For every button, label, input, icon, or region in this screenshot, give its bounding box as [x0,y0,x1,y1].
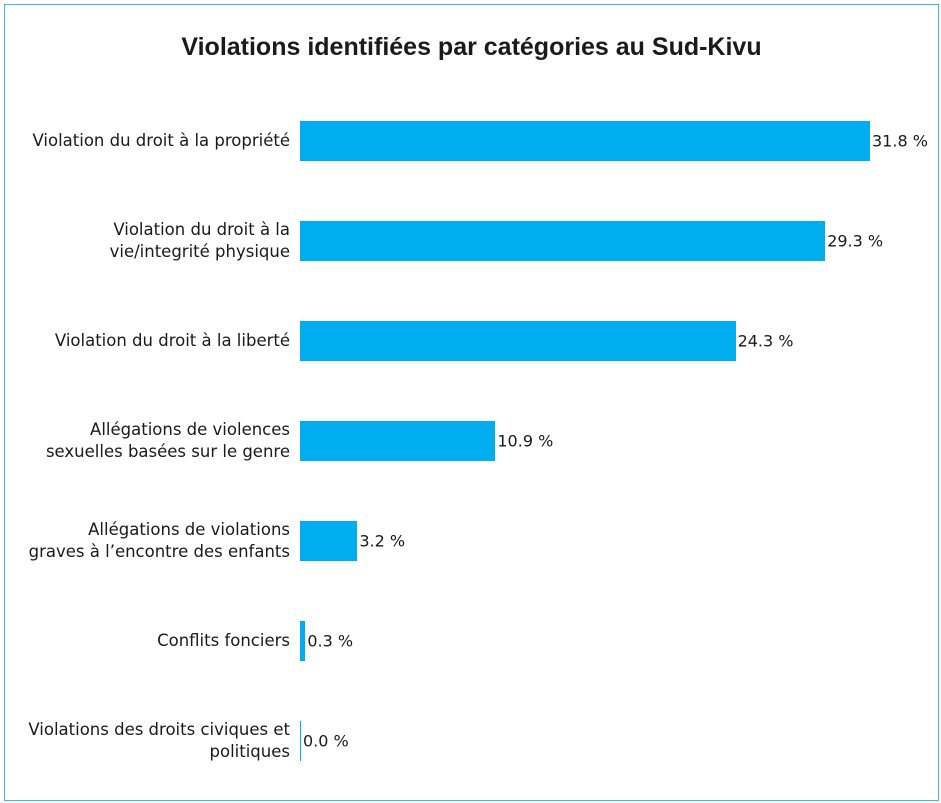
value-label: 10.9 % [497,431,554,451]
chart-title: Violations identifiées par catégories au… [181,33,762,61]
chart: Violations identifiées par catégories au… [4,4,939,801]
category-label: Violation du droit à la propriété [32,131,290,150]
category-label: Allégations de violences sexuelles basée… [45,420,290,461]
category-label: Violations des droits civiques et politi… [28,720,290,761]
category-label: Allégations de violations graves à l’enc… [28,520,290,561]
bar [300,321,736,361]
category-label: Violation du droit à la vie/integrité ph… [109,220,290,261]
value-label: 24.3 % [737,331,794,351]
value-label: 31.8 % [872,131,928,151]
value-label: 0.3 % [307,631,354,651]
value-label: 29.3 % [827,231,884,251]
bar [300,121,870,161]
bar [300,421,496,461]
bar [300,521,358,561]
category-label: Violation du droit à la liberté [54,331,290,350]
value-label: 0.0 % [303,731,349,751]
bar [300,721,301,761]
bar [300,621,306,661]
category-label: Conflits fonciers [157,631,290,650]
value-label: 3.2 % [359,531,406,551]
bar [300,221,826,261]
